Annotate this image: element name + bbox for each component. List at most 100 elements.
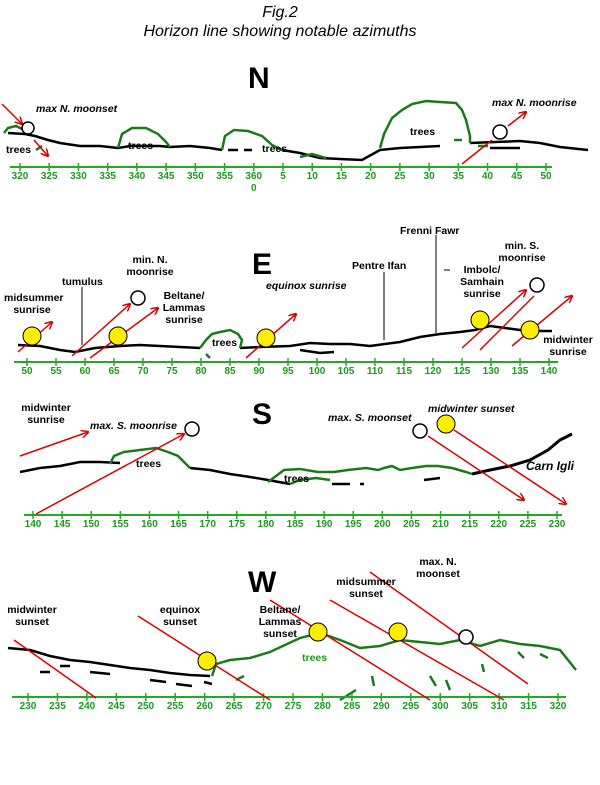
- carn-igli-label: Carn Igli: [526, 459, 575, 473]
- max-n-moonrise-arrow-2: [507, 112, 526, 127]
- midwinter-sunset-arrow: [453, 429, 566, 504]
- north-trees-label-2: trees: [128, 140, 154, 152]
- max-n-moonset-moon: [21, 121, 35, 135]
- west-tick-label: 255: [166, 701, 184, 712]
- south-trees-label-1: trees: [136, 458, 162, 470]
- south-tick-label: 200: [373, 519, 391, 530]
- east-tick-label: 60: [79, 366, 91, 377]
- north-tick-label: 360: [245, 171, 263, 182]
- east-tick-label: 75: [166, 366, 178, 377]
- beltane-sunset-sun: [308, 622, 328, 642]
- south-tick-label: 190: [315, 519, 333, 530]
- south-tick-label: 170: [199, 519, 216, 530]
- min-n-moonrise-arrow: [71, 304, 130, 357]
- north-trees-5: [378, 99, 472, 149]
- west-tick-label: 240: [78, 701, 96, 712]
- west-tick-label: 300: [431, 701, 449, 712]
- imbolc-sunrise-sun: [470, 310, 490, 330]
- south-tick-label: 230: [548, 519, 566, 530]
- midwinter-sunrise-s-arrow: [19, 432, 88, 457]
- south-tick-label: 160: [141, 519, 158, 530]
- west-tick-label: 270: [255, 701, 272, 712]
- east-tick-label: 70: [137, 366, 149, 377]
- max-s-moonset-moon: [412, 423, 428, 439]
- south-trees-2: [267, 464, 473, 483]
- midsummer-sunset-line: [329, 599, 505, 701]
- north-tick-label: 20: [365, 171, 377, 182]
- east-horizon-line: [17, 343, 201, 354]
- equinox-sunrise-sun: [256, 328, 276, 348]
- east-tick-label: 85: [224, 366, 236, 377]
- east-panel: [14, 235, 572, 366]
- north-trees-2: [116, 126, 171, 149]
- north-panel: [1, 99, 589, 171]
- south-tick-label: 185: [286, 519, 304, 530]
- beltane-sunrise-sun: [108, 326, 128, 346]
- east-trees: [199, 328, 244, 349]
- south-tick-label: 140: [24, 519, 42, 530]
- north-tick-label: 15: [335, 171, 347, 182]
- south-tick-label: 145: [53, 519, 71, 530]
- equinox-sunset-label: equinox sunset: [159, 604, 201, 628]
- east-tick-label: 130: [482, 366, 500, 377]
- south-tick-label: 150: [82, 519, 100, 530]
- east-tick-label: 110: [366, 366, 384, 377]
- west-trees-2: [235, 651, 549, 702]
- midwinter-sunrise-s-label: midwinter sunrise: [21, 402, 71, 426]
- beltane-sunset-label: Beltane/ Lammas sunset: [258, 604, 302, 640]
- west-tick-label: 285: [343, 701, 361, 712]
- north-horizon-line: [7, 131, 223, 152]
- north-tick-label: 340: [128, 171, 146, 182]
- imbolc-sunrise-arrow: [461, 290, 526, 349]
- east-tick-label: 120: [424, 366, 442, 377]
- midwinter-sunset-w-label: midwinter sunset: [7, 604, 57, 628]
- min-s-moonrise-label: min. S. moonrise: [498, 240, 546, 264]
- east-trees-2: [205, 353, 211, 359]
- north-tick-label: 330: [70, 171, 87, 182]
- min-n-moonrise-label: min. N. moonrise: [126, 254, 174, 278]
- north-tick-label: 325: [40, 171, 58, 182]
- south-tick-label: 210: [432, 519, 449, 530]
- max-s-moonset-arrow: [427, 435, 524, 500]
- midwinter-sunrise-label: midwinter sunrise: [543, 334, 593, 358]
- west-trees-1: [210, 631, 577, 677]
- north-tick-label: 345: [157, 171, 175, 182]
- west-horizon-line: [7, 646, 211, 678]
- figure-caption: Horizon line showing notable azimuths: [143, 23, 417, 40]
- max-s-moonrise-label: max. S. moonrise: [90, 420, 177, 432]
- east-tick-label: 135: [511, 366, 529, 377]
- min-n-moonrise-moon: [130, 290, 146, 306]
- min-s-moonrise-moon: [529, 277, 545, 293]
- north-trees-4: [299, 152, 327, 160]
- east-axis-ticks: [26, 358, 550, 366]
- north-tick-label: 40: [481, 171, 494, 182]
- beltane-sunrise-label: Beltane/ Lammas sunrise: [162, 290, 206, 326]
- west-tick-label: 290: [372, 701, 390, 712]
- north-trees-label-1: trees: [6, 144, 32, 156]
- midwinter-sunset-label: midwinter sunset: [428, 403, 515, 415]
- south-horizon-line: [19, 460, 121, 474]
- west-tick-label: 230: [19, 701, 37, 712]
- north-axis-ticks: [19, 163, 547, 171]
- north-trees-label-4: trees: [410, 126, 436, 138]
- south-tick-label: 175: [228, 519, 246, 530]
- north-horizon-line-3: [469, 139, 589, 152]
- beltane-sunset-line: [269, 599, 431, 701]
- west-tick-label: 280: [314, 701, 331, 712]
- east-tick-label: 50: [21, 366, 33, 377]
- north-tick-label: 355: [216, 171, 233, 182]
- max-n-moonset-line: [369, 571, 529, 685]
- south-axis-ticks: [32, 511, 558, 519]
- south-tick-label: 220: [490, 519, 508, 530]
- north-direction-label: N: [248, 62, 270, 95]
- max-n-moonrise-arrow: [461, 139, 493, 165]
- west-tick-label: 295: [402, 701, 420, 712]
- north-tick-label: 10: [306, 171, 318, 182]
- north-zero-label: 0: [250, 183, 257, 194]
- east-trees-label: trees: [212, 337, 238, 349]
- west-axis-ticks: [27, 693, 559, 701]
- west-tick-label: 315: [520, 701, 537, 712]
- west-horizon-dashes: [40, 664, 213, 688]
- south-tick-label: 205: [403, 519, 420, 530]
